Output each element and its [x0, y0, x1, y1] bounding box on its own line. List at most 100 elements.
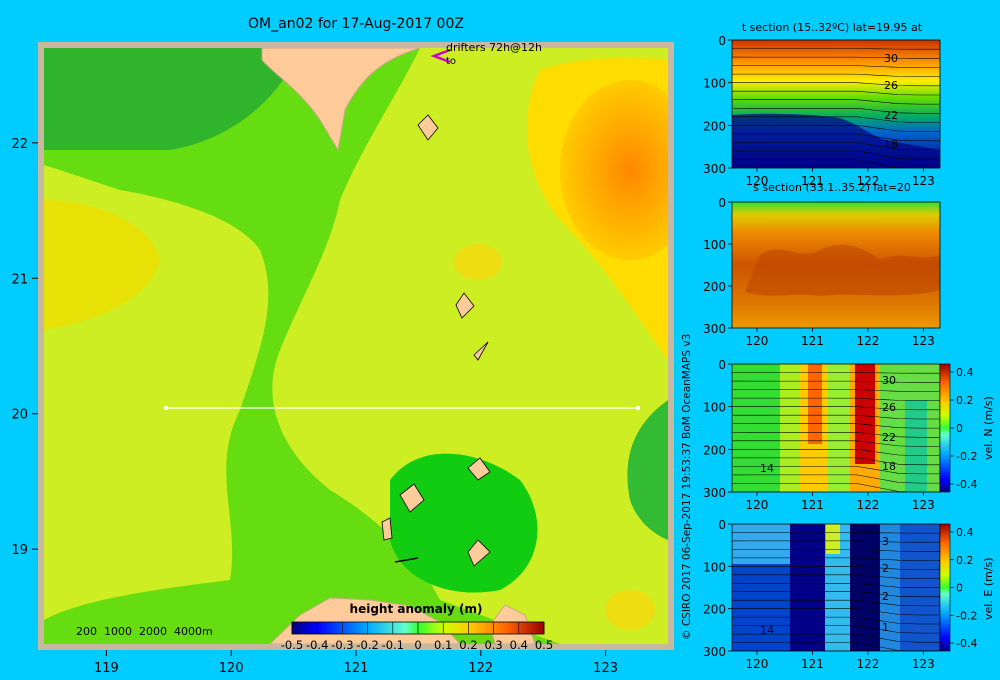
contour-label: 14: [760, 462, 774, 475]
drifter-label-to: to: [446, 56, 456, 67]
section-x-tick-label: 122: [856, 498, 879, 512]
contour-line: [732, 599, 940, 607]
vn-section-axes: 120 121 122 123 0 100 200 300: [703, 358, 935, 512]
colorbar-tick-label: 0.3: [484, 638, 502, 652]
t-section-title: t section (15..32ºC) lat=19.95 at: [742, 21, 923, 34]
contour-label: 30: [882, 374, 896, 387]
contour-line: [732, 107, 940, 114]
contour-label: 18: [884, 138, 898, 151]
section-y-tick-label: 300: [703, 486, 726, 500]
vn-colorbar-label: vel. N (m/s): [982, 396, 995, 460]
contour-line: [732, 591, 940, 598]
contour-label: 2: [882, 562, 889, 575]
contour-line: [732, 90, 940, 96]
colorbar-tick-label: 0: [956, 582, 963, 595]
section-x-tick-label: 120: [746, 334, 769, 348]
s-section-title: s section (33.1..35.2) lat=20: [753, 181, 911, 194]
drifter-label: drifters 72h@12h: [446, 41, 542, 54]
y-tick-label: 20: [11, 408, 28, 423]
colorbar-tick-label: 0.1: [434, 638, 452, 652]
section-y-tick-label: 300: [703, 322, 726, 336]
section-x-tick-label: 122: [856, 174, 879, 188]
y-tick-label: 22: [11, 137, 28, 152]
contour-line: [732, 466, 940, 475]
contour-line: [732, 56, 940, 59]
t-section-contour-labels: 30 26 22 18: [884, 52, 898, 151]
ve-section-contour-labels: 3 2 2 1 14: [760, 535, 889, 637]
colorbar-tick-label: 0.4: [956, 366, 974, 379]
contour-label: 14: [760, 624, 774, 637]
section-x-tick-label: 121: [801, 334, 824, 348]
section-x-tick-label: 123: [912, 657, 935, 671]
contour-line: [732, 423, 940, 429]
contour-line: [732, 566, 940, 570]
contour-line: [732, 142, 940, 151]
t-section-axes: 120 121 122 123 0 100 200 300: [703, 34, 935, 188]
section-y-tick-label: 100: [703, 77, 726, 91]
contour-line: [732, 372, 940, 374]
colorbar-tick-label: 0.2: [956, 554, 974, 567]
height-anomaly-field: [44, 48, 668, 644]
colorbar-tick-label: -0.2: [956, 609, 977, 622]
contour-label: 18: [882, 460, 896, 473]
section-y-tick-label: 200: [703, 280, 726, 294]
colorbar-ticks: -0.5 -0.4 -0.3 -0.2 -0.1 0 0.1 0.2 0.3 0.4 0.5: [281, 622, 553, 652]
section-y-tick-label: 100: [703, 238, 726, 252]
x-tick-label: 121: [344, 661, 369, 676]
section-y-tick-label: 300: [703, 162, 726, 176]
contour-line: [732, 440, 940, 447]
contour-line: [732, 574, 940, 579]
section-y-tick-label: 200: [703, 603, 726, 617]
colorbar-tick-label: 0.4: [510, 638, 528, 652]
contour-line: [732, 397, 940, 401]
section-x-tick-label: 120: [746, 174, 769, 188]
contour-label: 3: [882, 535, 889, 548]
colorbar-title: height anomaly (m): [350, 602, 483, 616]
colorbar-tick-label: -0.2: [356, 638, 378, 652]
x-tick-label: 122: [468, 661, 493, 676]
colorbar-tick-label: -0.5: [281, 638, 303, 652]
section-y-tick-label: 200: [703, 119, 726, 133]
section-x-tick-label: 121: [801, 657, 824, 671]
drifter-arrow-icon: [430, 48, 451, 64]
contour-line: [732, 532, 940, 534]
y-tick-label: 19: [11, 543, 28, 558]
section-x-tick-label: 120: [746, 657, 769, 671]
map-x-axis: 119 120 121 122 123: [94, 650, 618, 676]
section-y-tick-label: 0: [718, 358, 726, 372]
vn-section-contour-labels: 30 26 22 18 14: [760, 374, 896, 475]
colorbar-tick-label: 0.4: [956, 526, 974, 539]
contour-line: [732, 625, 940, 634]
contour-line: [732, 608, 940, 616]
contour-line: [732, 116, 940, 123]
contour-label: 26: [884, 79, 898, 92]
contour-line: [732, 73, 940, 77]
contour-label: 22: [884, 109, 898, 122]
colorbar-tick-label: -0.4: [956, 478, 977, 491]
contour-label: 22: [882, 431, 896, 444]
contour-line: [732, 449, 940, 456]
contour-line: [732, 65, 940, 68]
section-y-tick-label: 100: [703, 401, 726, 415]
contour-line: [732, 633, 940, 643]
section-y-tick-label: 0: [718, 518, 726, 532]
section-x-tick-label: 121: [801, 498, 824, 512]
section-x-tick-label: 122: [856, 657, 879, 671]
contour-line: [732, 474, 940, 484]
contour-label: 26: [882, 401, 896, 414]
contour-line: [732, 150, 940, 160]
colorbar-tick-label: -0.3: [331, 638, 353, 652]
contour-line: [732, 48, 940, 50]
section-y-tick-label: 200: [703, 443, 726, 457]
colorbar-tick-label: 0: [956, 422, 963, 435]
contour-line: [732, 99, 940, 105]
vn-colorbar: [939, 363, 951, 493]
contour-line: [732, 133, 940, 142]
t-section-field: [732, 40, 940, 168]
colorbar-tick-label: -0.4: [306, 638, 328, 652]
colorbar-tick-label: 0.2: [459, 638, 477, 652]
section-y-tick-label: 300: [703, 645, 726, 659]
section-y-tick-label: 0: [718, 34, 726, 48]
